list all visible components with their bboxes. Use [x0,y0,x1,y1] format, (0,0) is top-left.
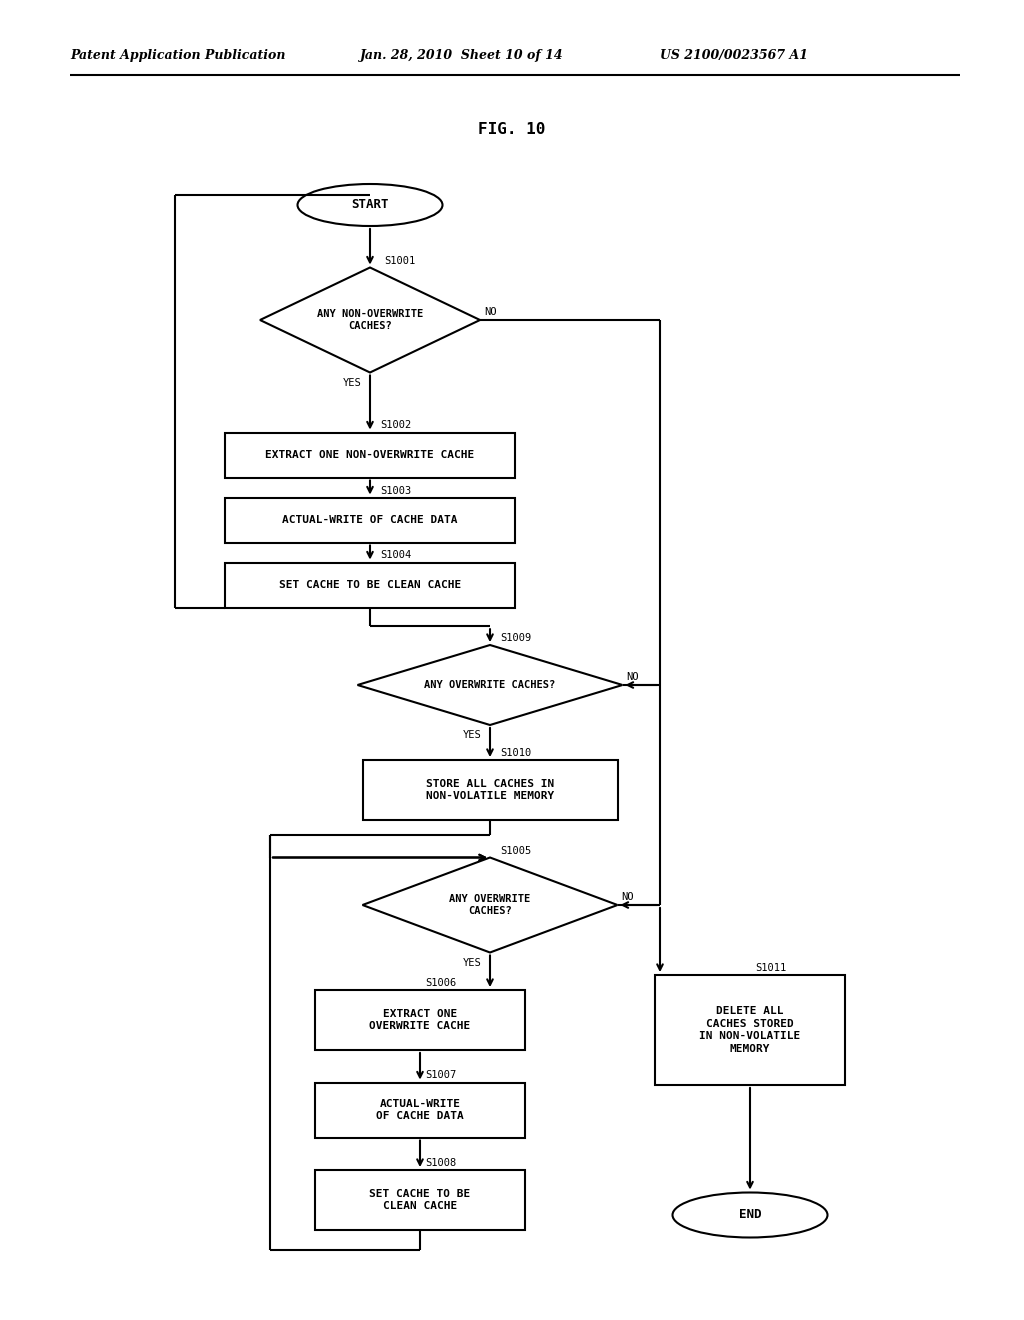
Text: STORE ALL CACHES IN
NON-VOLATILE MEMORY: STORE ALL CACHES IN NON-VOLATILE MEMORY [426,779,554,801]
Text: S1007: S1007 [425,1071,457,1081]
Text: S1005: S1005 [500,846,531,855]
Text: S1008: S1008 [425,1158,457,1168]
Text: YES: YES [463,957,482,968]
Text: S1002: S1002 [380,421,412,430]
Text: S1004: S1004 [380,550,412,561]
Text: S1010: S1010 [500,748,531,758]
Text: YES: YES [463,730,482,741]
Text: END: END [738,1209,761,1221]
Bar [315,1082,525,1138]
Text: ANY OVERWRITE CACHES?: ANY OVERWRITE CACHES? [424,680,556,690]
Text: SET CACHE TO BE CLEAN CACHE: SET CACHE TO BE CLEAN CACHE [279,579,461,590]
Text: ANY OVERWRITE
CACHES?: ANY OVERWRITE CACHES? [450,894,530,916]
Text: S1009: S1009 [500,634,531,643]
Text: ACTUAL-WRITE
OF CACHE DATA: ACTUAL-WRITE OF CACHE DATA [376,1098,464,1121]
Bar [225,562,515,607]
Bar [362,760,617,820]
Bar [655,975,845,1085]
Text: US 2100/0023567 A1: US 2100/0023567 A1 [660,49,808,62]
Text: EXTRACT ONE NON-OVERWRITE CACHE: EXTRACT ONE NON-OVERWRITE CACHE [265,450,475,459]
Text: FIG. 10: FIG. 10 [478,123,546,137]
Text: YES: YES [343,378,362,388]
Text: DELETE ALL
CACHES STORED
IN NON-VOLATILE
MEMORY: DELETE ALL CACHES STORED IN NON-VOLATILE… [699,1006,801,1053]
Text: NO: NO [484,308,497,317]
Text: S1011: S1011 [755,964,786,973]
Bar [225,498,515,543]
Text: Jan. 28, 2010  Sheet 10 of 14: Jan. 28, 2010 Sheet 10 of 14 [360,49,563,62]
Text: NO: NO [622,892,634,902]
Text: S1003: S1003 [380,486,412,495]
Bar [315,990,525,1049]
Text: SET CACHE TO BE
CLEAN CACHE: SET CACHE TO BE CLEAN CACHE [370,1189,471,1212]
Text: ACTUAL-WRITE OF CACHE DATA: ACTUAL-WRITE OF CACHE DATA [283,515,458,525]
Text: START: START [351,198,389,211]
Text: NO: NO [627,672,639,682]
Text: ANY NON-OVERWRITE
CACHES?: ANY NON-OVERWRITE CACHES? [316,309,423,331]
Text: S1006: S1006 [425,978,457,987]
Bar [225,433,515,478]
Text: EXTRACT ONE
OVERWRITE CACHE: EXTRACT ONE OVERWRITE CACHE [370,1008,471,1031]
Bar [315,1170,525,1230]
Text: S1001: S1001 [384,256,416,265]
Text: Patent Application Publication: Patent Application Publication [70,49,286,62]
